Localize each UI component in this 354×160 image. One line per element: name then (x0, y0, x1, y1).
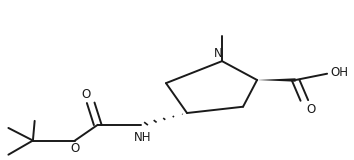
Text: OH: OH (330, 66, 348, 79)
Text: O: O (306, 103, 315, 116)
Text: O: O (70, 142, 80, 155)
Polygon shape (257, 78, 296, 82)
Text: N: N (214, 47, 223, 60)
Text: NH: NH (133, 131, 151, 144)
Text: O: O (82, 88, 91, 101)
